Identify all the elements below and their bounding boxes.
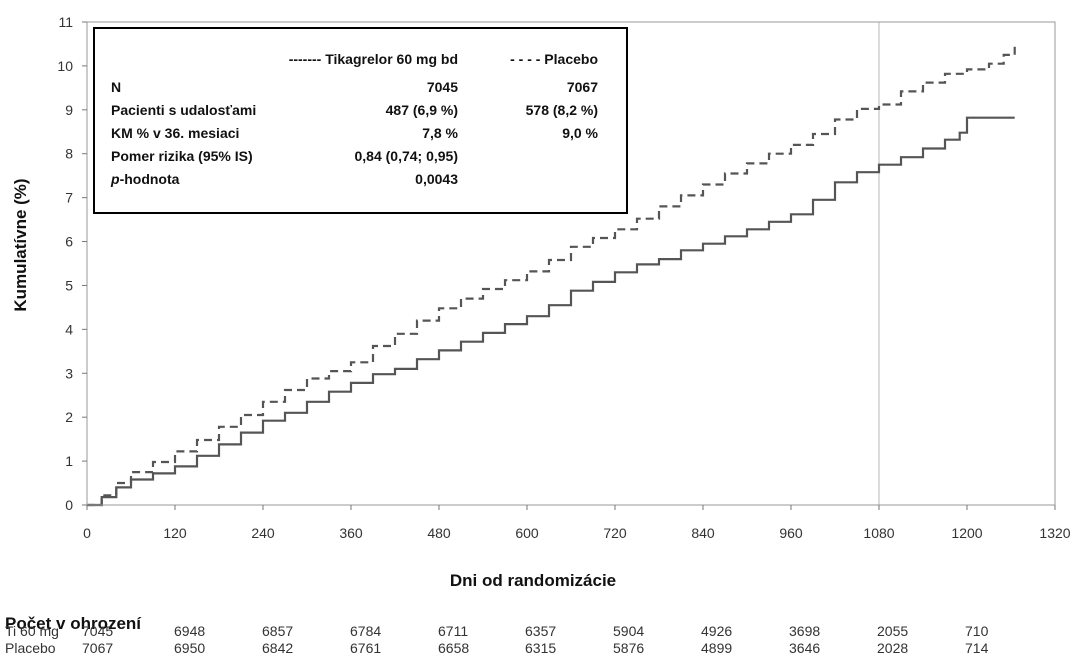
y-tick-label: 11 [58,14,73,30]
y-tick-label: 3 [65,365,73,381]
risk-row-label: Ti 60 mg [5,623,59,639]
risk-row-value: 6315 [525,640,557,656]
y-tick-label: 10 [57,58,73,74]
y-tick-label: 0 [65,497,73,513]
legend-row-placebo-value: 7067 [567,79,598,95]
series-layer [87,41,1016,507]
risk-row-value: 6842 [262,640,294,656]
risk-table-row: Ti 60 mg 7045 6948 6857 6784 6711 6357 5904 4926… [5,623,1065,641]
risk-row-value: 7067 [82,640,114,656]
y-axis-label: Kumulatívne (%) [11,178,30,311]
legend-frame [93,27,628,214]
risk-row-value: 2028 [877,640,909,656]
legend-row-label: KM % v 36. mesiaci [111,125,239,141]
risk-row-value: 6658 [438,640,470,656]
legend-box: ------- Tikagrelor 60 mg bd - - - - Plac… [93,27,628,214]
legend-series-ticagrelor: ------- Tikagrelor 60 mg bd [289,51,458,67]
risk-row-value: 4926 [701,623,733,639]
y-tick-label: 9 [65,102,73,118]
risk-row-value: 6711 [438,623,469,639]
legend-row-placebo-value: 9,0 % [562,125,598,141]
legend-row-label: Pacienti s udalosťami [111,102,256,118]
risk-table-row: Placebo 7067 6950 6842 6761 6658 6315 5876 4899 3… [5,640,1065,658]
y-tick-label: 1 [65,453,73,469]
x-tick-label: 840 [691,525,715,541]
risk-row-value: 7045 [82,623,114,639]
legend-pvalue-label: p-hodnota [110,171,180,187]
plot-frame [86,21,1056,506]
legend-series-placebo: - - - - Placebo [510,51,598,67]
x-tick-label: 720 [603,525,627,541]
legend-row-label: N [111,79,121,95]
x-axis-label: Dni od randomizácie [450,571,616,590]
legend-pvalue-p: p [110,171,120,187]
risk-row-value: 714 [965,640,989,656]
risk-row-value: 6357 [525,623,557,639]
risk-row-value: 710 [965,623,989,639]
risk-row-value: 4899 [701,640,733,656]
y-tick-label: 2 [65,409,73,425]
y-tick-label: 7 [65,190,73,206]
risk-row-value: 3698 [789,623,821,639]
legend-row-placebo-value: 578 (8,2 %) [526,102,598,118]
y-tick-label: 6 [65,234,73,250]
x-tick-label: 960 [779,525,803,541]
x-tick-label: 480 [427,525,451,541]
legend-row-ticagrelor-value: 0,84 (0,74; 0,95) [354,148,458,164]
x-tick-label: 1080 [863,525,894,541]
risk-row-value: 6950 [174,640,206,656]
x-tick-label: 1320 [1039,525,1070,541]
risk-row-value: 6784 [350,623,382,639]
risk-row-value: 5904 [613,623,645,639]
y-tick-label: 8 [65,146,73,162]
x-tick-label: 1200 [951,525,982,541]
km-chart: 0 1 2 3 4 5 6 7 8 9 10 11 0 120 240 360 480 600 720 840 960 1… [11,14,1071,590]
risk-row-value: 6857 [262,623,294,639]
risk-row-value: 3646 [789,640,821,656]
series-placebo-line [87,41,1016,507]
series-ticagrelor-line [87,116,1015,507]
x-tick-label: 0 [83,525,91,541]
x-tick-label: 240 [251,525,275,541]
legend-row-ticagrelor-value: 7,8 % [422,125,458,141]
risk-table-title: Počet v ohrození [5,614,142,633]
risk-row-value: 2055 [877,623,909,639]
legend-pvalue-value: 0,0043 [415,171,458,187]
axis-layer: 0 1 2 3 4 5 6 7 8 9 10 11 0 120 240 360 480 600 720 840 960 1… [57,14,1070,541]
legend-rows: N 7045 7067 Pacienti s udalosťami 487 (6,9 %… [111,79,599,164]
y-tick-label: 4 [65,321,73,337]
legend-row-ticagrelor-value: 7045 [427,79,458,95]
legend-pvalue-rest: -hodnota [120,171,180,187]
risk-row-value: 6761 [350,640,382,656]
risk-row-value: 5876 [613,640,645,656]
x-tick-label: 120 [163,525,187,541]
legend-row-ticagrelor-value: 487 (6,9 %) [386,102,458,118]
risk-row-label: Placebo [5,640,56,656]
risk-row-value: 6948 [174,623,206,639]
x-tick-label: 600 [515,525,539,541]
y-tick-label: 5 [65,277,73,293]
x-tick-label: 360 [339,525,363,541]
legend-row-label: Pomer rizika (95% IS) [111,148,253,164]
